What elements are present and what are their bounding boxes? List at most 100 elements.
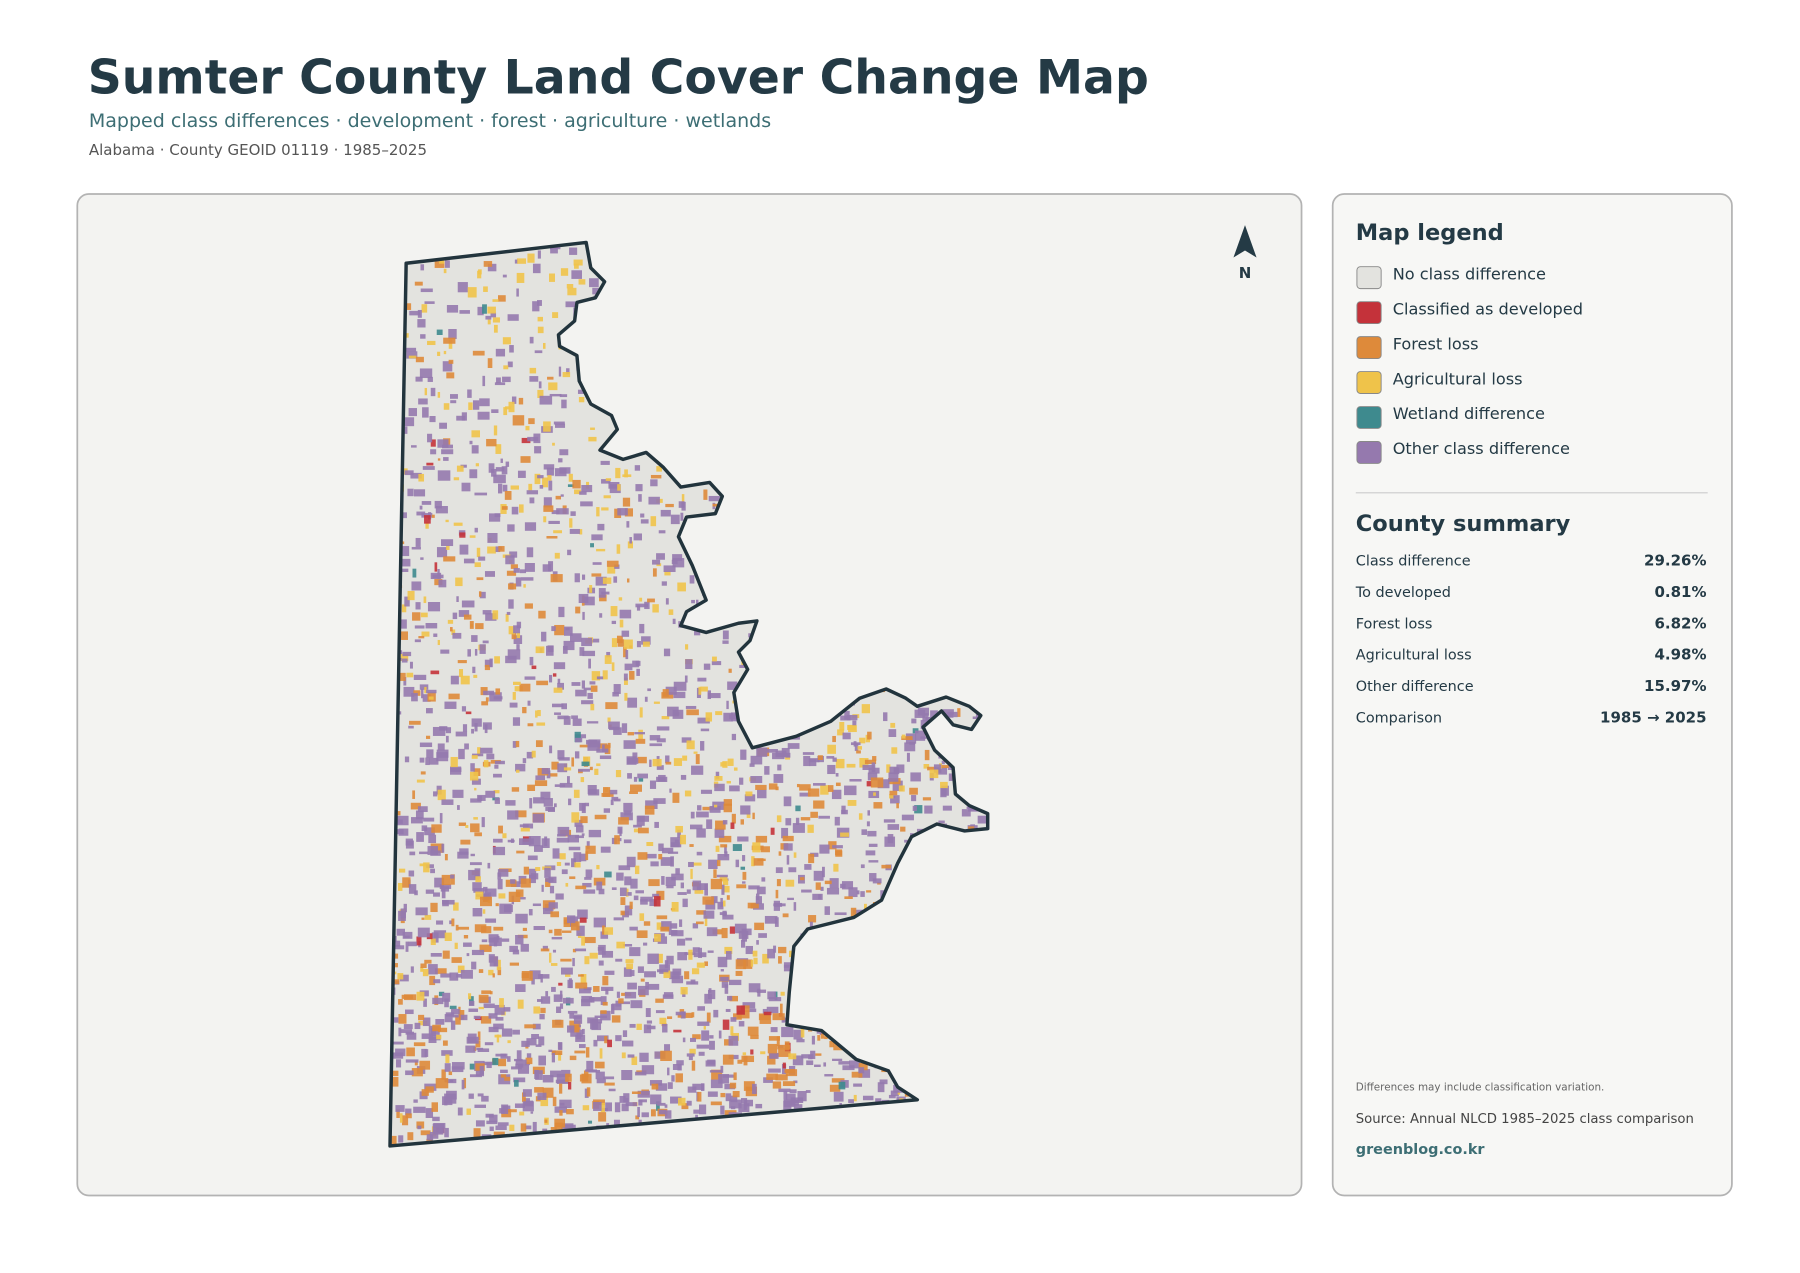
change-patch: [472, 400, 480, 410]
change-patch: [605, 1102, 612, 1112]
legend-swatch: [1356, 266, 1382, 290]
change-patch: [702, 896, 714, 905]
change-patch: [488, 463, 495, 473]
change-patch: [650, 516, 657, 527]
change-patch: [408, 884, 417, 894]
change-patch: [615, 770, 622, 778]
change-patch: [533, 1006, 541, 1014]
change-patch: [867, 810, 870, 816]
change-patch: [618, 998, 624, 1004]
change-patch: [421, 1033, 433, 1039]
change-patch: [641, 636, 651, 645]
change-patch: [415, 537, 421, 547]
change-patch: [534, 780, 548, 787]
change-patch: [636, 930, 648, 938]
change-patch: [600, 1102, 605, 1113]
change-patch: [521, 1040, 530, 1047]
change-patch: [866, 890, 872, 893]
change-patch: [859, 737, 866, 744]
change-patch: [656, 738, 666, 743]
change-patch: [493, 926, 504, 931]
change-patch: [515, 935, 524, 945]
change-patch: [864, 903, 867, 911]
change-patch: [651, 1109, 656, 1117]
change-patch: [543, 342, 546, 349]
change-patch: [688, 1056, 693, 1061]
change-patch: [832, 757, 837, 762]
change-patch: [706, 1012, 711, 1023]
change-patch: [540, 791, 551, 800]
change-patch: [728, 979, 742, 986]
change-patch: [478, 1006, 484, 1010]
change-patch: [501, 1104, 509, 1114]
change-patch: [741, 1098, 748, 1104]
change-patch: [624, 991, 637, 999]
change-patch: [552, 949, 557, 953]
change-patch: [775, 750, 787, 758]
change-patch: [422, 1017, 431, 1027]
legend-label: No class difference: [1393, 264, 1546, 283]
change-patch: [891, 747, 898, 754]
change-patch: [889, 794, 894, 799]
change-patch: [420, 264, 425, 271]
change-patch: [515, 740, 520, 748]
change-patch: [687, 1086, 697, 1093]
change-patch: [781, 827, 789, 839]
change-patch: [479, 944, 492, 952]
change-patch: [572, 718, 582, 726]
change-patch: [697, 717, 710, 724]
change-patch: [810, 811, 818, 818]
change-patch: [715, 820, 726, 830]
change-patch: [419, 505, 423, 510]
change-patch: [588, 829, 602, 838]
change-patch: [398, 1014, 407, 1024]
change-patch: [690, 979, 696, 985]
change-patch: [405, 1059, 419, 1063]
change-patch: [502, 376, 511, 383]
change-patch: [835, 758, 845, 769]
change-patch: [432, 1024, 441, 1032]
change-patch: [406, 347, 417, 352]
change-patch: [457, 851, 469, 859]
change-patch: [658, 854, 663, 860]
change-patch: [841, 881, 854, 890]
change-patch: [548, 902, 558, 909]
change-patch: [452, 612, 458, 620]
change-patch: [556, 861, 562, 866]
change-patch: [655, 1083, 668, 1091]
change-patch: [534, 473, 541, 485]
change-patch: [430, 572, 442, 580]
change-patch: [587, 741, 600, 751]
change-patch: [520, 456, 531, 463]
change-patch: [435, 1019, 445, 1025]
change-patch: [407, 1132, 414, 1141]
change-patch: [479, 644, 486, 654]
change-patch: [457, 926, 470, 930]
change-patch: [450, 627, 453, 632]
change-patch: [603, 495, 611, 499]
change-patch: [714, 828, 725, 838]
change-patch: [597, 1035, 609, 1042]
change-patch: [889, 766, 898, 775]
change-patch: [537, 316, 543, 322]
change-patch: [941, 760, 945, 765]
summary-label: Class difference: [1356, 554, 1471, 570]
change-patch: [469, 1063, 475, 1070]
change-patch: [800, 877, 805, 881]
change-patch: [462, 724, 468, 732]
change-patch: [722, 914, 734, 920]
change-patch: [515, 763, 526, 772]
change-patch: [588, 658, 591, 669]
change-patch: [546, 467, 554, 476]
change-patch: [682, 755, 688, 761]
change-patch: [550, 1070, 562, 1078]
change-patch: [484, 571, 495, 577]
change-patch: [778, 1048, 791, 1057]
change-patch: [947, 765, 953, 770]
change-patch: [574, 1050, 586, 1054]
change-patch: [470, 853, 475, 857]
change-patch: [403, 686, 415, 697]
change-patch: [718, 1030, 722, 1039]
change-patch: [487, 306, 496, 314]
change-patch: [649, 780, 657, 789]
